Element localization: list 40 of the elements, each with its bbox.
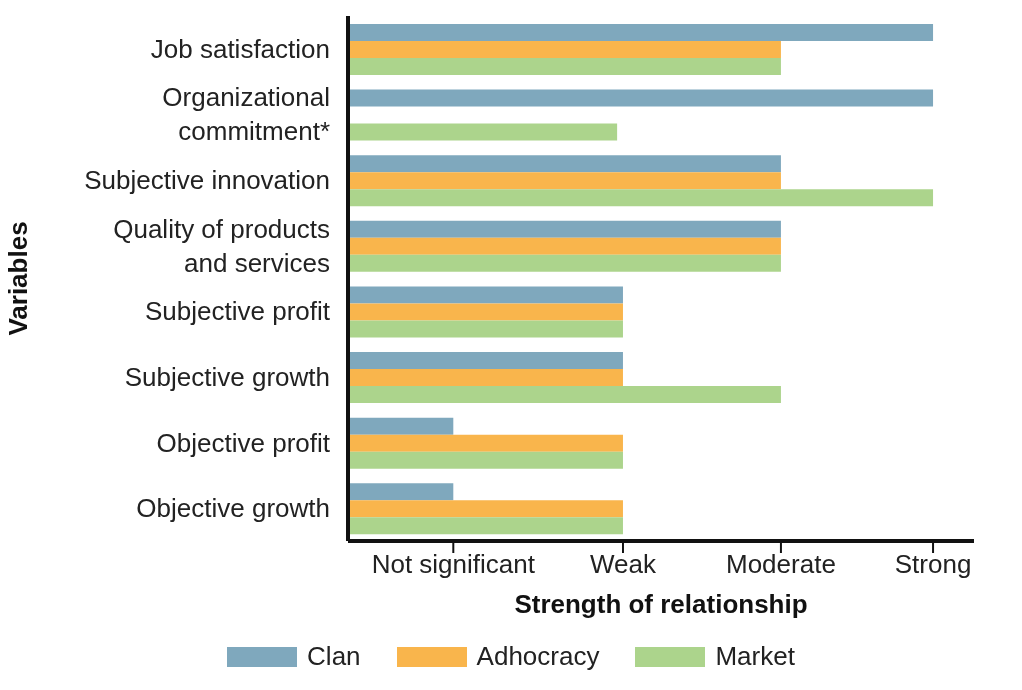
annotation: Weak [589,549,657,580]
y-tick-label: Subjective growth [124,361,330,392]
bar [348,89,934,107]
bar [348,417,454,435]
bar [348,434,623,452]
bar [348,189,934,207]
y-tick-label: Quality of products and services [113,213,330,278]
y-axis-title: Variables [3,221,34,336]
bar [348,254,781,272]
annotation: Moderate [726,549,836,580]
bar [348,220,781,238]
legend-label: Adhocracy [476,641,600,672]
bar [348,155,781,173]
legend-label: Market [715,641,795,672]
bar [348,451,623,469]
bar [348,386,781,403]
x-axis-title: Strength of relationship [514,589,808,619]
bar [348,40,781,58]
bar [348,172,781,190]
bar [348,500,623,518]
y-tick-label: Job satisfaction [150,33,330,64]
bar [348,23,934,41]
legend-label: Clan [307,641,361,672]
y-tick-label: Subjective profit [145,296,331,327]
y-tick-label: Organizational commitment* [162,82,330,147]
bar [348,369,623,386]
bar [348,57,781,75]
annotation: Strong [894,549,972,580]
y-tick-label: Objective profit [156,427,331,458]
bar [348,286,623,304]
bar [348,303,623,321]
bar [348,320,623,338]
bar [348,123,618,141]
bar [348,483,454,501]
y-tick-label: Objective growth [136,493,330,524]
bar [348,517,623,535]
annotation: Not significant [371,549,536,580]
y-tick-label: Subjective innovation [84,165,330,196]
bar [348,352,623,369]
bar [348,237,781,255]
